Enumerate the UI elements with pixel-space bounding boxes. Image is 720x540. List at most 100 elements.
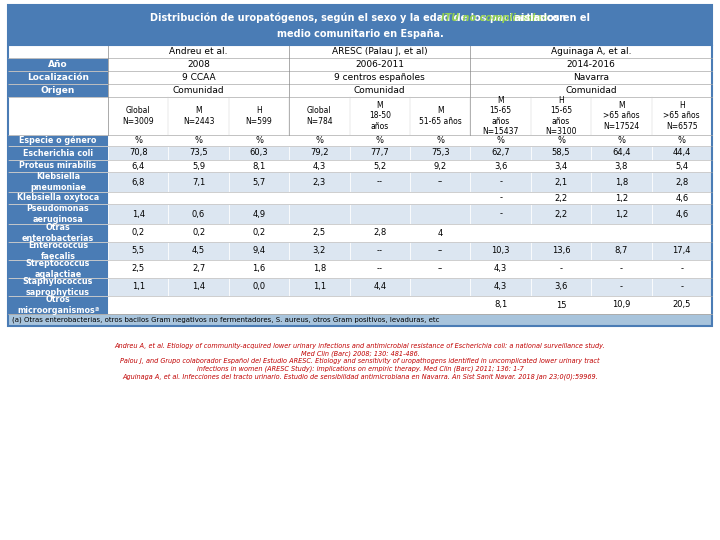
Bar bbox=[531, 192, 591, 204]
Text: 1,4: 1,4 bbox=[192, 282, 205, 292]
Text: 64,4: 64,4 bbox=[612, 148, 631, 158]
Text: %: % bbox=[194, 136, 202, 145]
Bar bbox=[108, 224, 168, 242]
Text: –: – bbox=[438, 265, 442, 273]
Text: 4,4: 4,4 bbox=[373, 282, 387, 292]
Text: Global
N=784: Global N=784 bbox=[306, 106, 333, 126]
Text: %: % bbox=[678, 136, 686, 145]
Bar bbox=[168, 135, 229, 146]
Bar bbox=[229, 172, 289, 192]
Text: Staphylococcus
saprophyticus: Staphylococcus saprophyticus bbox=[23, 278, 93, 296]
Bar bbox=[652, 204, 712, 224]
Bar bbox=[108, 296, 168, 314]
Text: 2,1: 2,1 bbox=[554, 178, 567, 186]
Text: 3,4: 3,4 bbox=[554, 161, 567, 171]
Text: 8,7: 8,7 bbox=[615, 246, 628, 255]
Text: --: -- bbox=[377, 265, 383, 273]
Bar bbox=[229, 296, 289, 314]
Text: Distribución de uropatógenos, según el sexo y la edad de los pacientes con: Distribución de uropatógenos, según el s… bbox=[150, 13, 570, 23]
Text: 3,8: 3,8 bbox=[615, 161, 628, 171]
Text: 2,5: 2,5 bbox=[132, 265, 145, 273]
Text: 73,5: 73,5 bbox=[189, 148, 208, 158]
Bar bbox=[8, 45, 108, 58]
Text: 0,2: 0,2 bbox=[253, 228, 266, 238]
Text: 4,9: 4,9 bbox=[253, 210, 266, 219]
Text: 2,8: 2,8 bbox=[675, 178, 688, 186]
Bar bbox=[350, 224, 410, 242]
Text: 60,3: 60,3 bbox=[250, 148, 269, 158]
Bar bbox=[350, 192, 410, 204]
Bar bbox=[591, 135, 652, 146]
Text: 1,8: 1,8 bbox=[312, 265, 326, 273]
Text: medio comunitario en España.: medio comunitario en España. bbox=[276, 29, 444, 39]
Bar bbox=[229, 260, 289, 278]
Bar bbox=[350, 296, 410, 314]
Bar bbox=[108, 278, 168, 296]
Text: 4,3: 4,3 bbox=[494, 282, 507, 292]
Bar bbox=[168, 172, 229, 192]
Bar bbox=[652, 172, 712, 192]
Text: aislados en el: aislados en el bbox=[511, 13, 590, 23]
Bar bbox=[531, 296, 591, 314]
Text: Especie o género: Especie o género bbox=[19, 136, 96, 145]
Bar bbox=[350, 97, 410, 135]
Bar bbox=[229, 97, 289, 135]
Bar bbox=[652, 135, 712, 146]
Bar bbox=[229, 160, 289, 172]
Bar bbox=[531, 278, 591, 296]
Text: 4,6: 4,6 bbox=[675, 210, 688, 219]
Text: Otras
enterobacterias: Otras enterobacterias bbox=[22, 224, 94, 242]
Bar bbox=[229, 242, 289, 260]
Text: Comunidad: Comunidad bbox=[565, 86, 617, 95]
Text: 79,2: 79,2 bbox=[310, 148, 328, 158]
Bar bbox=[350, 146, 410, 160]
Bar bbox=[289, 296, 350, 314]
Bar bbox=[8, 5, 712, 326]
Bar bbox=[108, 45, 289, 58]
Text: 4,5: 4,5 bbox=[192, 246, 205, 255]
Bar bbox=[410, 146, 470, 160]
Text: 6,4: 6,4 bbox=[132, 161, 145, 171]
Text: %: % bbox=[134, 136, 142, 145]
Bar bbox=[289, 71, 470, 84]
Bar bbox=[410, 192, 470, 204]
Text: Pseudomonas
aeruginosa: Pseudomonas aeruginosa bbox=[27, 204, 89, 224]
Bar bbox=[168, 160, 229, 172]
Bar bbox=[652, 97, 712, 135]
Text: M
51-65 años: M 51-65 años bbox=[419, 106, 462, 126]
Bar bbox=[8, 192, 108, 204]
Text: 20,5: 20,5 bbox=[672, 300, 691, 309]
Text: Palou J, and Grupo colaborador Español del Estudio ARESC. Etiology and sensitivi: Palou J, and Grupo colaborador Español d… bbox=[120, 358, 600, 372]
Text: H
N=599: H N=599 bbox=[246, 106, 272, 126]
Text: %: % bbox=[497, 136, 505, 145]
Text: H
>65 años
N=6575: H >65 años N=6575 bbox=[664, 101, 700, 131]
Text: 10,9: 10,9 bbox=[612, 300, 631, 309]
Text: 9 centros españoles: 9 centros españoles bbox=[334, 73, 426, 82]
Text: 1,1: 1,1 bbox=[312, 282, 326, 292]
Text: --: -- bbox=[377, 178, 383, 186]
Bar bbox=[289, 204, 350, 224]
Text: 62,7: 62,7 bbox=[491, 148, 510, 158]
Bar bbox=[652, 160, 712, 172]
Bar bbox=[8, 58, 108, 71]
Bar bbox=[652, 192, 712, 204]
Bar bbox=[410, 160, 470, 172]
Text: 2,3: 2,3 bbox=[312, 178, 326, 186]
Text: Enterococcus
faecalis: Enterococcus faecalis bbox=[28, 241, 88, 261]
Bar bbox=[289, 242, 350, 260]
Bar bbox=[229, 146, 289, 160]
Text: Aguinaga A, et al.: Aguinaga A, et al. bbox=[551, 47, 631, 56]
Bar bbox=[470, 278, 531, 296]
Bar bbox=[289, 224, 350, 242]
Text: 0,2: 0,2 bbox=[132, 228, 145, 238]
Text: 3,6: 3,6 bbox=[554, 282, 567, 292]
Text: 2,5: 2,5 bbox=[312, 228, 326, 238]
Bar bbox=[591, 160, 652, 172]
Text: Streptococcus
agalactiae: Streptococcus agalactiae bbox=[26, 259, 90, 279]
Bar bbox=[8, 97, 108, 135]
Bar bbox=[470, 146, 531, 160]
Bar bbox=[108, 146, 168, 160]
Text: -: - bbox=[680, 265, 683, 273]
Text: -: - bbox=[499, 193, 502, 202]
Bar bbox=[168, 146, 229, 160]
